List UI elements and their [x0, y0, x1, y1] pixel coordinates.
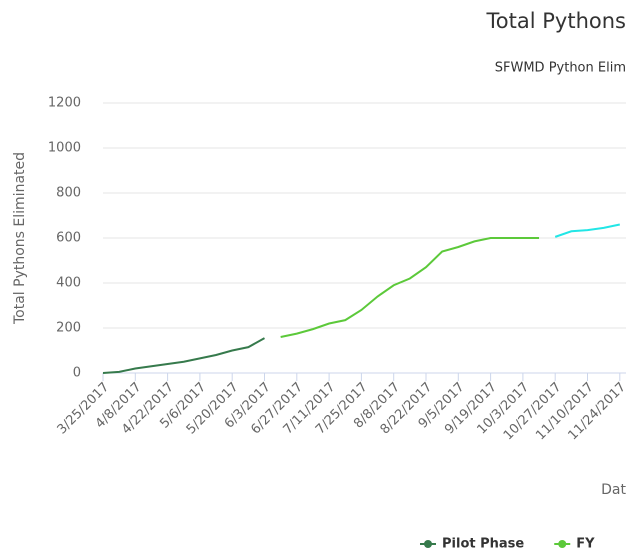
chart-title: Total Pythons [486, 9, 626, 33]
y-tick-label: 400 [56, 276, 81, 291]
legend-marker [558, 540, 567, 548]
y-tick-label: 800 [56, 186, 81, 201]
x-axis-label: Dat [601, 482, 626, 498]
series-line [280, 237, 540, 338]
series-line [102, 337, 265, 374]
y-tick-label: 1000 [48, 141, 81, 156]
chart-subtitle: SFWMD Python Elim [495, 61, 626, 76]
y-tick-label: 0 [73, 366, 81, 381]
series-line [554, 223, 621, 238]
y-tick-label: 600 [56, 231, 81, 246]
y-axis-label: Total Pythons Eliminated [12, 152, 28, 325]
legend-label: FY [576, 537, 595, 552]
y-tick-label: 200 [56, 321, 81, 336]
legend-label: Pilot Phase [442, 537, 524, 552]
y-tick-label: 1200 [48, 96, 81, 111]
legend-marker [424, 540, 432, 548]
